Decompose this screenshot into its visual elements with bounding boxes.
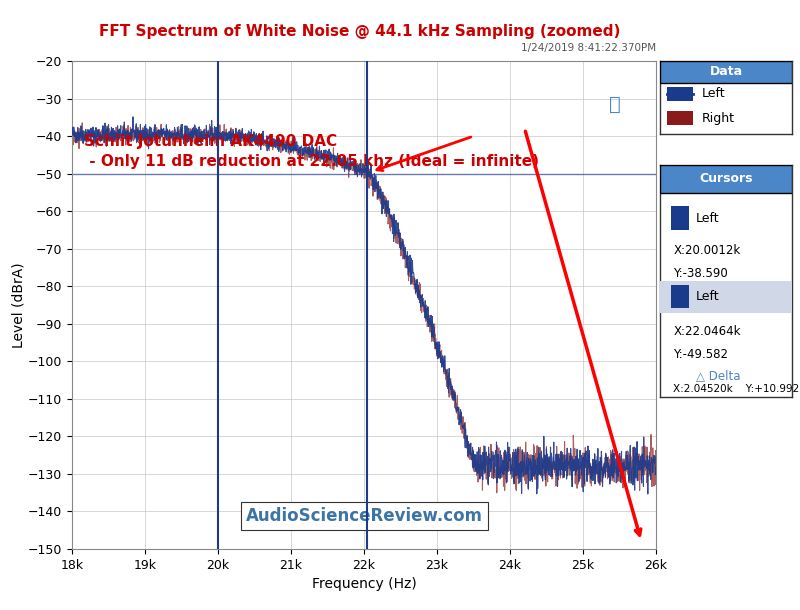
Text: Data: Data	[710, 65, 742, 79]
Text: X:20.0012k: X:20.0012k	[674, 244, 741, 257]
Text: X:2.04520k    Y:+10.992: X:2.04520k Y:+10.992	[674, 384, 799, 394]
Text: △ Delta: △ Delta	[696, 369, 740, 382]
Text: 1/24/2019 8:41:22.370PM: 1/24/2019 8:41:22.370PM	[521, 43, 656, 52]
X-axis label: Frequency (Hz): Frequency (Hz)	[312, 577, 416, 591]
Text: Y:-38.590: Y:-38.590	[674, 267, 728, 280]
Text: Left: Left	[702, 87, 726, 101]
Text: Left: Left	[696, 212, 719, 224]
Bar	[670, 285, 689, 309]
FancyBboxPatch shape	[660, 165, 792, 193]
Text: Left: Left	[696, 290, 719, 303]
Text: Cursors: Cursors	[699, 172, 753, 185]
Text: AudioScienceReview.com: AudioScienceReview.com	[246, 506, 482, 525]
Y-axis label: Level (dBrA): Level (dBrA)	[11, 262, 25, 348]
Text: X:22.0464k: X:22.0464k	[674, 325, 741, 338]
Text: Right: Right	[702, 112, 735, 124]
Text: Ⓐ: Ⓐ	[610, 95, 621, 114]
Bar	[670, 206, 689, 229]
Text: Schiit Jotunheim AK4490 DAC
 - Only 11 dB reduction at 22.05 khz (Ideal = infini: Schiit Jotunheim AK4490 DAC - Only 11 dB…	[84, 134, 538, 169]
FancyBboxPatch shape	[660, 61, 792, 83]
Bar	[660, 281, 792, 313]
Text: FFT Spectrum of White Noise @ 44.1 kHz Sampling (zoomed): FFT Spectrum of White Noise @ 44.1 kHz S…	[99, 24, 621, 40]
Text: Y:-49.582: Y:-49.582	[674, 348, 728, 361]
